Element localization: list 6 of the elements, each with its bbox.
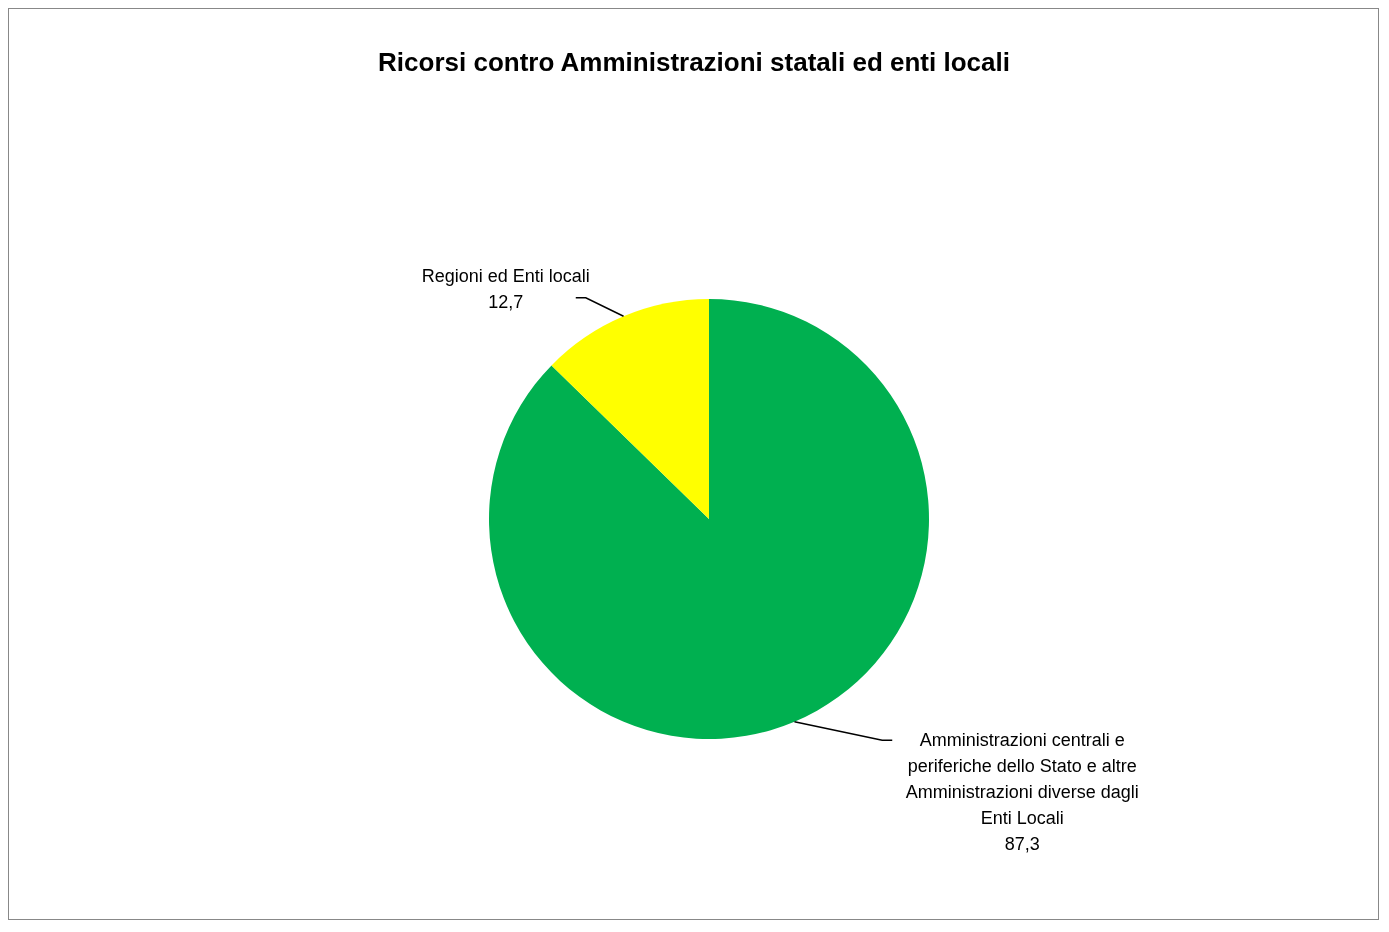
slice-label: Amministrazioni centrali e periferiche dello Stato e altre Amministrazioni diverse dagli Enti Locali <box>905 730 1139 829</box>
slice-label: Regioni ed Enti locali <box>421 265 590 286</box>
data-label: 12,7 <box>488 291 524 312</box>
pie-slice <box>551 299 709 519</box>
data-label: 87,3 <box>1004 834 1040 855</box>
chart-title: Ricorsi contro Amministrazioni statali ed enti locali <box>378 47 1010 77</box>
